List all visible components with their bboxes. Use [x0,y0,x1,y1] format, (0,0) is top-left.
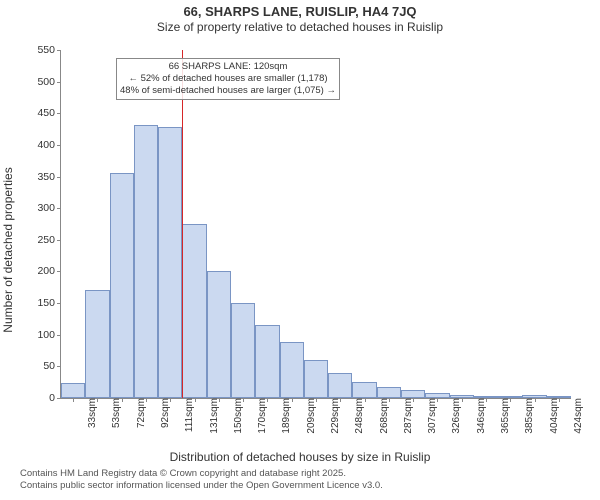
x-tick-label: 365sqm [486,398,511,434]
marker-line [182,50,183,398]
chart-title: 66, SHARPS LANE, RUISLIP, HA4 7JQ [0,4,600,19]
y-tick-label: 50 [43,360,61,372]
x-tick-label: 72sqm [122,398,147,428]
y-tick-label: 0 [49,392,61,404]
histogram-bar [61,383,85,398]
annotation-box: 66 SHARPS LANE: 120sqm← 52% of detached … [116,58,340,100]
y-tick-label: 400 [37,139,61,151]
x-tick-label: 248sqm [340,398,365,434]
x-tick-label: 346sqm [462,398,487,434]
x-tick-label: 385sqm [510,398,535,434]
histogram-bar [280,342,304,398]
histogram-bar [134,125,158,398]
y-tick-label: 250 [37,234,61,246]
x-tick-label: 424sqm [559,398,584,434]
histogram-bar [110,173,134,398]
x-tick-label: 307sqm [413,398,438,434]
credit-line: Contains public sector information licen… [20,480,383,492]
x-tick-label: 111sqm [170,398,195,432]
y-tick-label: 500 [37,76,61,88]
y-tick-label: 550 [37,44,61,56]
annot-smaller: ← 52% of detached houses are smaller (1,… [120,73,336,85]
credit-text: Contains HM Land Registry data © Crown c… [20,468,383,493]
histogram-bar [328,373,352,398]
x-tick-label: 229sqm [316,398,341,434]
y-tick-label: 300 [37,202,61,214]
y-axis-label: Number of detached properties [1,167,15,332]
chart-subtitle: Size of property relative to detached ho… [0,20,600,34]
x-tick-label: 268sqm [365,398,390,434]
x-tick-label: 189sqm [267,398,292,434]
histogram-bar [255,325,279,398]
x-tick-label: 326sqm [437,398,462,434]
histogram-bar [85,290,109,398]
x-tick-label: 150sqm [219,398,244,434]
annot-larger: 48% of semi-detached houses are larger (… [120,85,336,97]
histogram-bar [231,303,255,398]
annot-address: 66 SHARPS LANE: 120sqm [120,61,336,73]
histogram-bar [182,224,206,398]
x-tick-label: 92sqm [146,398,171,428]
x-tick-label: 287sqm [389,398,414,434]
histogram-bar [158,127,182,398]
x-tick-label: 53sqm [97,398,122,428]
y-tick-label: 450 [37,107,61,119]
histogram-bar [401,390,425,398]
x-tick-label: 131sqm [195,398,220,434]
histogram-bar [377,387,401,398]
y-tick-label: 100 [37,329,61,341]
plot-area: 05010015020025030035040045050055033sqm53… [60,50,571,399]
histogram-bar [207,271,231,398]
x-tick-label: 404sqm [535,398,560,434]
histogram-bar [304,360,328,398]
y-tick-label: 350 [37,171,61,183]
histogram-bar [352,382,376,398]
y-tick-label: 150 [37,297,61,309]
x-tick-label: 170sqm [243,398,268,434]
x-axis-label: Distribution of detached houses by size … [0,450,600,464]
y-tick-label: 200 [37,265,61,277]
credit-line: Contains HM Land Registry data © Crown c… [20,468,383,480]
x-tick-label: 209sqm [292,398,317,434]
x-tick-label: 33sqm [73,398,98,428]
